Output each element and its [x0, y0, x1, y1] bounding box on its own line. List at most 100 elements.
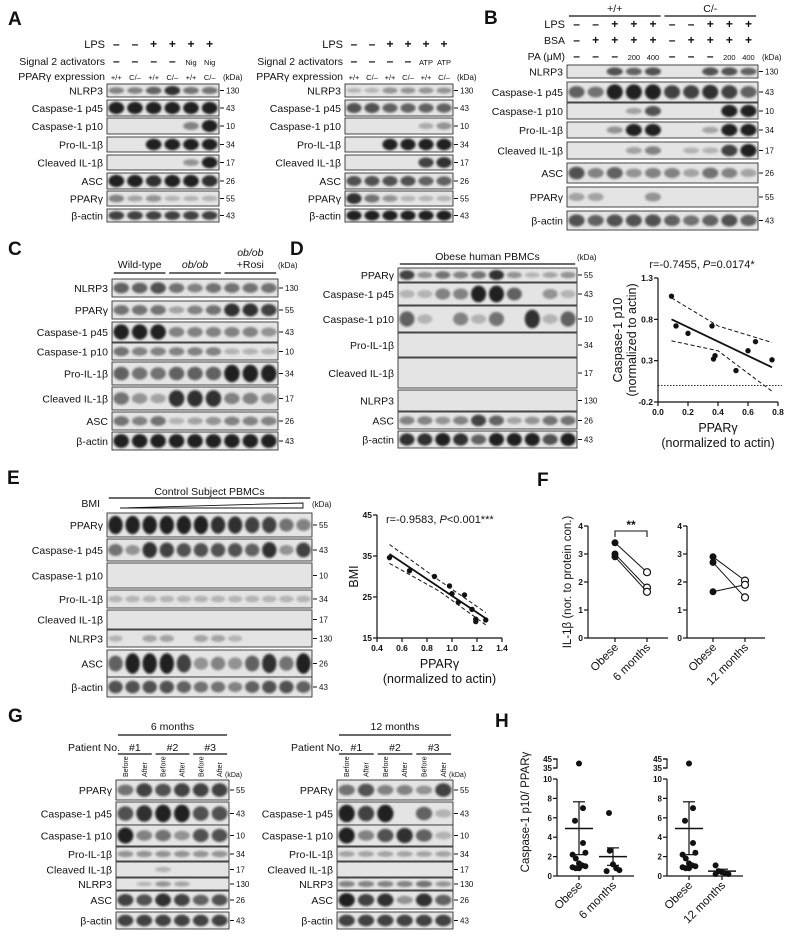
row-label: Caspase-1 p45: [37, 327, 108, 339]
header-value: +: [169, 37, 176, 51]
row-label: β-actin: [309, 210, 341, 222]
protein-band: [415, 851, 433, 857]
row-label: ASC: [81, 176, 103, 188]
protein-band: [524, 309, 540, 329]
protein-band: [740, 67, 757, 76]
protein-band: [183, 86, 199, 95]
kda-value: 130: [460, 87, 474, 96]
protein-band: [506, 271, 522, 279]
y-tick-label: 45: [653, 755, 662, 764]
y-tick-label: 0: [578, 633, 583, 643]
protein-band: [435, 416, 451, 425]
kda-value: 17: [460, 866, 469, 875]
group-label: +Rosi: [237, 259, 264, 271]
y-tick-label: 25: [363, 592, 373, 602]
header-value: Nig: [204, 58, 215, 67]
group-label: #3: [204, 742, 216, 754]
protein-band: [261, 303, 277, 317]
header-value: +: [187, 37, 194, 51]
protein-band: [136, 894, 153, 906]
data-point: [473, 618, 479, 625]
row-label: ASC: [86, 416, 108, 428]
data-point: [769, 357, 775, 363]
row-label: Cleaved IL-1β: [267, 864, 333, 876]
blot-strip: [344, 117, 454, 135]
before-point: [709, 558, 717, 566]
protein-band: [150, 367, 166, 380]
header-value: +: [386, 37, 393, 51]
lane-label: After: [364, 762, 371, 777]
protein-band: [164, 85, 181, 96]
header-value: ATP: [419, 58, 433, 67]
protein-band: [183, 174, 199, 188]
protein-band: [664, 85, 681, 99]
protein-band: [664, 214, 681, 227]
data-point: [483, 617, 489, 623]
kda-value: 43: [765, 88, 774, 97]
protein-band: [210, 595, 226, 603]
protein-band: [193, 635, 209, 642]
protein-band: [108, 174, 125, 188]
protein-band: [159, 542, 174, 558]
protein-band: [418, 176, 434, 186]
row-label: PPARγ: [361, 270, 395, 282]
kda-value: 130: [765, 68, 779, 77]
protein-band: [224, 392, 240, 405]
protein-band: [125, 595, 140, 603]
protein-band: [364, 175, 380, 187]
western-blot-A1: NLRP3 130 Caspase-1 p45 43 Caspase-1 p10 10 Pr…: [18, 37, 243, 223]
data-point: [733, 367, 739, 374]
protein-band: [187, 305, 203, 315]
protein-band: [155, 881, 171, 887]
kda-unit: (kDa): [223, 73, 243, 82]
header-value: –: [688, 49, 695, 63]
data-point: [606, 847, 613, 854]
data-point: [582, 863, 589, 870]
protein-band: [296, 653, 311, 674]
header-value: +: [422, 37, 429, 51]
protein-band: [261, 416, 277, 426]
header-value: –: [132, 37, 139, 51]
before-point: [611, 553, 619, 561]
protein-band: [159, 653, 174, 674]
x-axis-label: PPARγ: [698, 421, 738, 435]
protein-band: [606, 67, 623, 76]
protein-band: [377, 881, 394, 887]
kda-value: 55: [226, 195, 235, 204]
pair-line: [614, 556, 648, 593]
header-value: Nig: [185, 58, 196, 67]
protein-band: [453, 288, 469, 300]
protein-band: [245, 681, 260, 693]
significance-bracket: [614, 530, 648, 537]
panel-letter-F: F: [537, 470, 549, 491]
protein-band: [192, 914, 209, 927]
protein-band: [396, 914, 413, 927]
protein-band: [192, 806, 209, 821]
protein-band: [296, 542, 311, 558]
kda-value: 26: [236, 896, 245, 905]
y-tick-label: 8: [658, 794, 663, 803]
significance-stars: **: [626, 518, 636, 532]
x-tick-label: 0.4: [712, 407, 724, 417]
protein-band: [417, 433, 433, 446]
protein-band: [136, 914, 153, 927]
protein-band: [211, 783, 228, 797]
header-value: +: [630, 17, 637, 31]
protein-band: [192, 783, 209, 797]
protein-band: [488, 433, 504, 446]
lane-label: After: [402, 762, 409, 777]
protein-band: [145, 175, 162, 187]
protein-band: [740, 86, 757, 98]
protein-band: [145, 195, 162, 202]
protein-band: [211, 806, 228, 821]
regression-line: [671, 318, 773, 369]
protein-band: [279, 545, 294, 555]
protein-band: [417, 271, 433, 279]
protein-band: [150, 434, 166, 448]
x-axis-label: PPARγ: [420, 657, 460, 671]
y-axis-sublabel: (normalized to actin): [625, 283, 639, 396]
protein-band: [382, 195, 398, 202]
protein-band: [625, 84, 642, 100]
